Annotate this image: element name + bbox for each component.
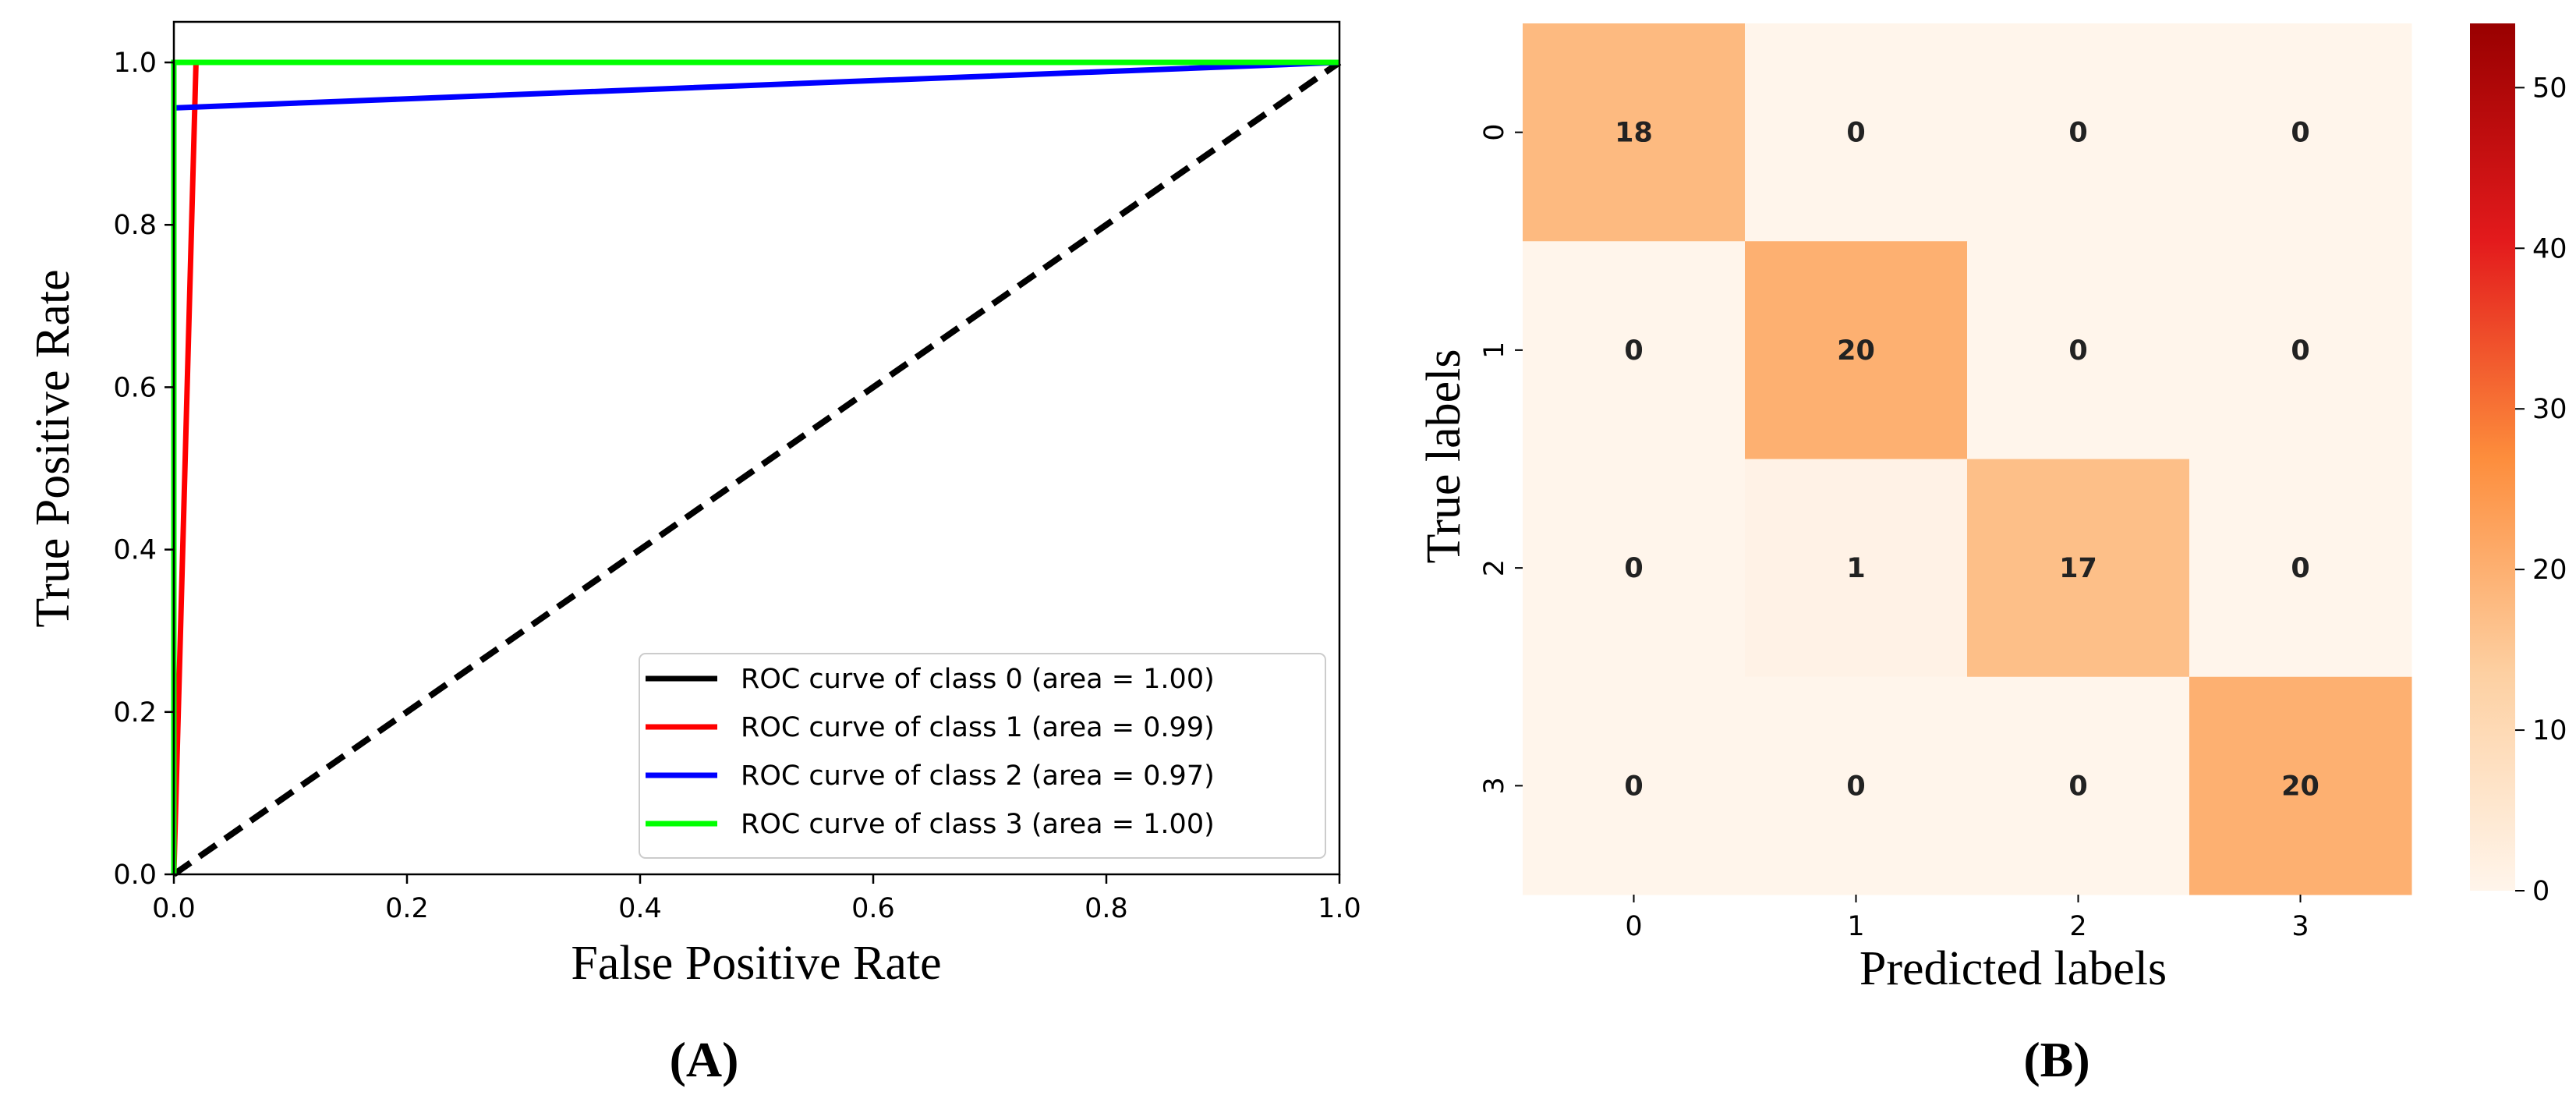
- colorbar: [2470, 23, 2515, 891]
- cm-cell: [1523, 23, 1746, 242]
- roc-x-tick-label: 0.8: [1085, 893, 1128, 924]
- roc-legend-box: [639, 653, 1326, 859]
- cm-cell-value: 0: [1624, 335, 1643, 367]
- colorbar-tick-label: 10: [2532, 715, 2567, 746]
- legend-label-class-1: ROC curve of class 1 (area = 0.99): [741, 712, 1215, 743]
- roc-legend: ROC curve of class 0 (area = 1.00) ROC cu…: [639, 653, 1326, 859]
- cm-cell: [1967, 459, 2190, 678]
- colorbar-ticks: 0 10 20 30 40 50: [2515, 73, 2567, 907]
- cm-cell: [1523, 676, 1746, 895]
- roc-x-tick-label: 0.2: [385, 893, 429, 924]
- colorbar-tick-label: 20: [2532, 555, 2567, 586]
- legend-label-class-3: ROC curve of class 3 (area = 1.00): [741, 809, 1215, 840]
- roc-y-tick-label: 0.2: [113, 697, 157, 728]
- colorbar-tick-label: 50: [2532, 73, 2567, 104]
- cm-cell-value: 1: [1846, 553, 1865, 584]
- confusion-matrix-chart: 18 0 0 0 0 20 0 0 0 1 17 0 0 0 0 20 0 1 2 3 0 1 2 3 Predicted…: [1417, 23, 2567, 1087]
- colorbar-tick-label: 40: [2532, 233, 2567, 264]
- cm-cell-value: 0: [1846, 118, 1865, 149]
- cm-cell-value: 0: [2068, 335, 2087, 367]
- cm-x-axis-label: Predicted labels: [1859, 942, 2167, 995]
- panel-label-b: (B): [2023, 1032, 2089, 1087]
- cm-cell: [1967, 676, 2190, 895]
- cm-cell: [2189, 676, 2412, 895]
- reference-diagonal-line: [172, 59, 1342, 877]
- cm-cell: [2189, 23, 2412, 242]
- cm-cell: [1967, 23, 2190, 242]
- cm-cell-value: 18: [1615, 118, 1653, 149]
- cm-x-tick-label: 1: [1847, 911, 1864, 942]
- cm-y-ticks: 0 1 2 3: [1479, 123, 1523, 795]
- roc-x-tick-label: 0.6: [851, 893, 895, 924]
- roc-y-tick-label: 0.0: [113, 860, 157, 891]
- roc-y-ticks: 0.0 0.2 0.4 0.6 0.8 1.0: [113, 48, 174, 891]
- cm-cell-value: 17: [2059, 553, 2097, 584]
- cm-cell: [1745, 23, 1968, 242]
- cm-cell-value: 20: [1837, 335, 1875, 367]
- cm-y-tick-label: 2: [1479, 559, 1510, 576]
- cm-y-tick-label: 0: [1479, 123, 1510, 140]
- roc-legend-items: ROC curve of class 0 (area = 1.00) ROC cu…: [646, 664, 1215, 840]
- cm-cell: [1745, 241, 1968, 459]
- cm-cell: [1967, 241, 2190, 459]
- roc-x-tick-label: 1.0: [1318, 893, 1361, 924]
- roc-y-tick-label: 0.4: [113, 535, 157, 566]
- cm-y-tick-label: 3: [1479, 777, 1510, 794]
- cm-cell: [2189, 241, 2412, 459]
- cm-cell-value: 0: [1846, 771, 1865, 802]
- roc-x-tick-label: 0.0: [152, 893, 196, 924]
- roc-plot-frame: [172, 20, 1341, 876]
- panel-label-a: (A): [670, 1032, 739, 1087]
- roc-y-tick-label: 0.6: [113, 372, 157, 403]
- cm-cell-value: 0: [1624, 771, 1643, 802]
- cm-y-tick-label: 1: [1479, 342, 1510, 359]
- roc-x-axis-label: False Positive Rate: [571, 937, 941, 990]
- cm-cell: [1745, 676, 1968, 895]
- cm-cell-value: 0: [2068, 771, 2087, 802]
- cm-cell-value: 20: [2281, 771, 2319, 802]
- colorbar-tick-label: 30: [2532, 394, 2567, 425]
- cm-x-tick-label: 3: [2291, 911, 2309, 942]
- cm-cell-value: 0: [2068, 118, 2087, 149]
- cm-cell: [1523, 459, 1746, 678]
- cm-cell-value: 0: [2291, 118, 2309, 149]
- cm-x-ticks: 0 1 2 3: [1625, 895, 2309, 942]
- roc-x-tick-label: 0.4: [618, 893, 662, 924]
- cm-y-axis-label: True labels: [1417, 349, 1470, 564]
- roc-y-tick-label: 0.8: [113, 210, 157, 241]
- cm-cell-value: 0: [1624, 553, 1643, 584]
- cm-cell: [1745, 459, 1968, 678]
- roc-x-ticks: 0.0 0.2 0.4 0.6 0.8 1.0: [152, 874, 1361, 924]
- colorbar-tick-label: 0: [2532, 876, 2549, 907]
- legend-label-class-0: ROC curve of class 0 (area = 1.00): [741, 664, 1215, 695]
- roc-y-axis-label: True Positive Rate: [27, 269, 80, 627]
- cm-cell: [1523, 241, 1746, 459]
- cm-x-tick-label: 2: [2069, 911, 2086, 942]
- roc-chart: 0.0 0.2 0.4 0.6 0.8 1.0 0.0 0.2 0.4 0.6 0.8 1.0 Fa…: [27, 20, 1361, 1087]
- cm-x-tick-label: 0: [1625, 911, 1642, 942]
- cm-cell-value: 0: [2291, 553, 2309, 584]
- confusion-matrix-cells: 18 0 0 0 0 20 0 0 0 1 17 0 0 0 0 20: [1523, 23, 2412, 895]
- roc-y-tick-label: 1.0: [113, 48, 157, 79]
- cm-cell-value: 0: [2291, 335, 2309, 367]
- cm-cell: [2189, 459, 2412, 678]
- legend-label-class-2: ROC curve of class 2 (area = 0.97): [741, 760, 1215, 792]
